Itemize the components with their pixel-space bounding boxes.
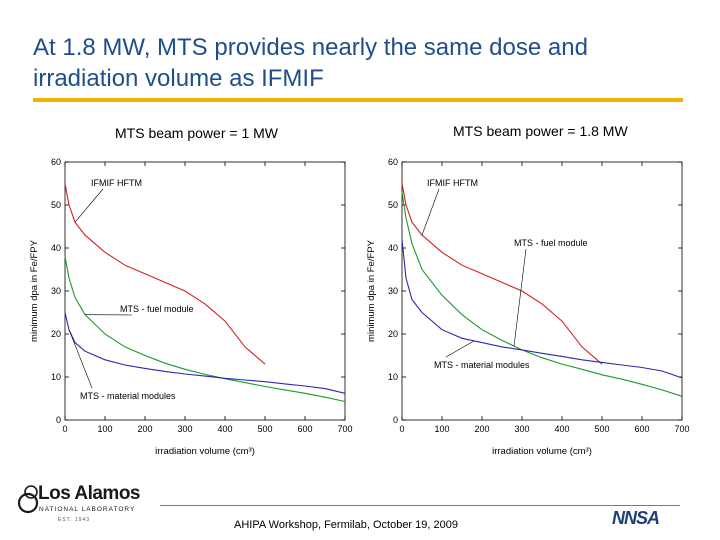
series-line-1	[64, 183, 266, 365]
x-tick-label: 600	[297, 424, 312, 434]
y-tick-label: 60	[388, 157, 398, 167]
x-tick-label: 0	[399, 424, 404, 434]
y-tick-label: 20	[51, 329, 61, 339]
annotation-leader	[421, 188, 440, 236]
title-underline	[33, 98, 683, 102]
x-tick-label: 300	[514, 424, 529, 434]
y-tick-label: 30	[51, 286, 61, 296]
y-tick-label: 50	[388, 200, 398, 210]
nnsa-logo: NNSA	[612, 508, 660, 528]
logo-emblem-icon	[18, 485, 39, 514]
annotation-label: MTS - material modules	[434, 360, 530, 370]
x-tick-label: 200	[474, 424, 489, 434]
y-tick-label: 20	[388, 329, 398, 339]
x-tick-label: 400	[554, 424, 569, 434]
slide-title: At 1.8 MW, MTS provides nearly the same …	[33, 34, 588, 92]
y-tick-label: 30	[388, 286, 398, 296]
annotation-label: MTS - fuel module	[514, 238, 588, 248]
x-tick-label: 600	[634, 424, 649, 434]
annotation-label: MTS - material modules	[80, 391, 176, 401]
footer-divider	[160, 505, 680, 506]
logo-est: EST. 1943	[58, 517, 91, 523]
y-tick-label: 60	[51, 157, 61, 167]
logo-subtitle: NATIONAL LABORATORY	[39, 506, 136, 513]
series-line-2	[64, 256, 346, 403]
x-tick-label: 100	[97, 424, 112, 434]
right-chart: 0 100 200 300 400 500 600 700 0 10 20 30 40 50 60 irrad…	[366, 157, 690, 457]
annotation-label: IFMIF HFTM	[427, 178, 478, 188]
y-tick-label: 50	[51, 200, 61, 210]
y-tick-label: 0	[56, 415, 61, 425]
left-chart-title: MTS beam power = 1 MW	[115, 125, 278, 141]
y-axis-label: minimum dpa in Fe/FPY	[366, 239, 377, 342]
x-tick-label: 500	[257, 424, 272, 434]
right-chart-title: MTS beam power = 1.8 MW	[453, 123, 628, 139]
y-tick-label: 0	[393, 415, 398, 425]
left-chart: 0 100 200 300 400 500 600 700 0 10 20 30 40 50 60 irrad…	[29, 157, 353, 457]
x-tick-label: 0	[62, 424, 67, 434]
annotation-leader	[68, 329, 93, 389]
y-tick-label: 40	[388, 243, 398, 253]
x-tick-label: 200	[137, 424, 152, 434]
plot-frame	[64, 161, 346, 421]
x-tick-label: 100	[434, 424, 449, 434]
x-axis-label: irradiation volume (cm³)	[155, 446, 255, 457]
annotation-leader	[513, 248, 527, 347]
annotation-leader	[74, 188, 104, 223]
x-tick-label: 700	[674, 424, 689, 434]
annotation-leader	[445, 340, 475, 358]
x-tick-label: 300	[177, 424, 192, 434]
y-tick-label: 40	[51, 243, 61, 253]
x-axis-label: irradiation volume (cm³)	[492, 446, 592, 457]
los-alamos-logo: Los Alamos NATIONAL LABORATORY EST. 1943	[18, 481, 158, 539]
plot-frame	[401, 161, 683, 421]
y-tick-label: 10	[51, 372, 61, 382]
y-tick-label: 10	[388, 372, 398, 382]
x-tick-label: 400	[217, 424, 232, 434]
annotation-label: IFMIF HFTM	[91, 178, 142, 188]
series-line-3	[401, 239, 683, 379]
series-line-1	[401, 183, 603, 365]
x-tick-label: 700	[337, 424, 352, 434]
series-line-3	[64, 312, 346, 394]
footer-text: AHIPA Workshop, Fermilab, October 19, 20…	[234, 519, 458, 531]
y-axis-label: minimum dpa in Fe/FPY	[29, 239, 40, 342]
logo-name: Los Alamos	[38, 483, 141, 504]
x-tick-label: 500	[594, 424, 609, 434]
annotation-label: MTS - fuel module	[120, 304, 194, 314]
